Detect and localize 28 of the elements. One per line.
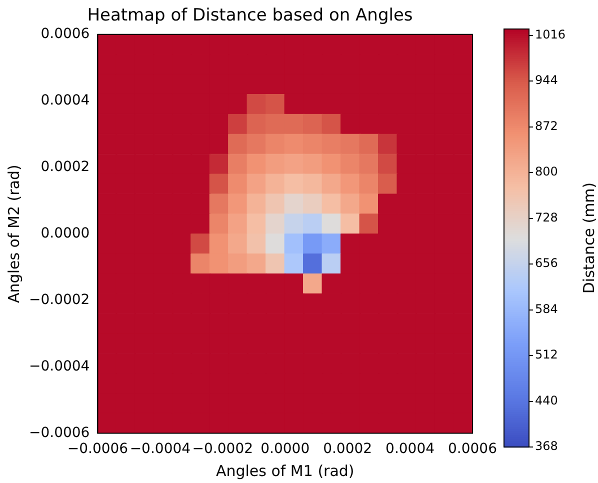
- y-tick-label: 0.0002: [40, 158, 90, 175]
- y-tick-label: −0.0004: [29, 358, 90, 374]
- color-bar-label: 944: [535, 73, 558, 88]
- color-bar-label: 584: [535, 302, 558, 316]
- x-tick-label: −0.0002: [192, 441, 254, 458]
- x-tick-label: 0.0006: [448, 441, 498, 458]
- x-axis-title: Angles of M1 (rad): [216, 462, 354, 480]
- x-tick-label: −0.0006: [67, 441, 128, 458]
- y-tick-label: −0.0006: [29, 424, 90, 441]
- y-tick-label: −0.0002: [29, 292, 90, 308]
- chart-title: Heatmap of Distance based on Angles: [87, 6, 413, 26]
- color-bar-label: 800: [535, 164, 558, 179]
- y-tick-label: 0.0004: [40, 92, 90, 109]
- color-bar-label: 656: [535, 256, 558, 270]
- color-bar-title: Distance (mm): [580, 182, 598, 294]
- color-bar-label: 512: [535, 348, 558, 362]
- color-bar-label: 440: [535, 393, 558, 408]
- color-bar-label: 368: [535, 439, 558, 454]
- y-tick-label: 0.0006: [40, 26, 90, 42]
- color-bar-label: 1016: [535, 27, 566, 42]
- x-tick-label: 0.0004: [386, 441, 435, 458]
- x-tick-label: 0.0000: [260, 441, 310, 458]
- x-tick-label: 0.0002: [323, 441, 372, 458]
- x-tick-label: −0.0004: [130, 441, 191, 458]
- y-tick-label: 0.0000: [40, 225, 90, 242]
- color-bar-label: 728: [535, 210, 558, 224]
- y-axis-title: Angles of M2 (rad): [4, 164, 23, 303]
- color-bar-label: 872: [535, 118, 558, 133]
